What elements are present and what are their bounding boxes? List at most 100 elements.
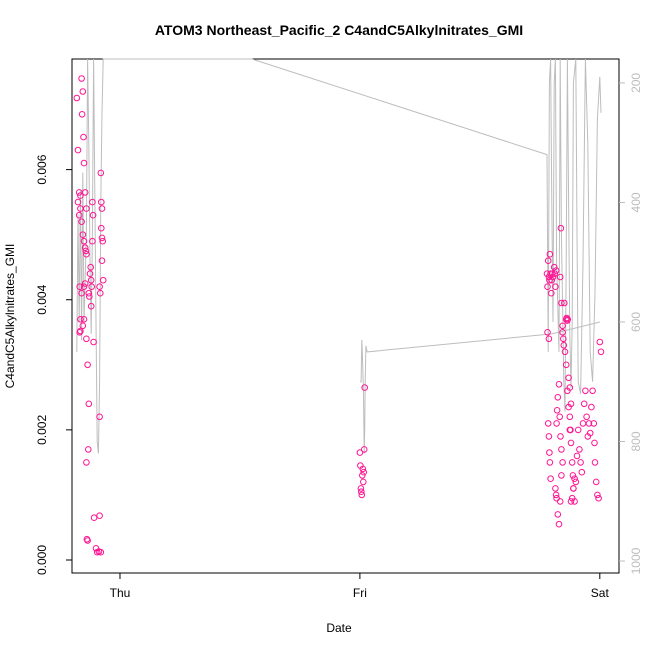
- data-point-158: [565, 374, 572, 382]
- y2-tick-label-3: 800: [629, 431, 643, 451]
- data-point-85: [549, 273, 557, 281]
- data-point-113: [557, 224, 565, 232]
- x-tick-label-1: Fri: [353, 586, 367, 600]
- data-point-124: [567, 439, 575, 447]
- data-point-61: [99, 237, 106, 245]
- data-point-150: [596, 338, 604, 346]
- data-point-36: [85, 289, 93, 297]
- data-point-82: [548, 289, 555, 297]
- data-point-155: [564, 316, 572, 323]
- data-point-57: [98, 198, 105, 206]
- data-point-117: [561, 299, 568, 307]
- data-point-97: [552, 485, 559, 492]
- data-point-40: [87, 276, 95, 284]
- data-point-83: [548, 276, 556, 284]
- data-point-94: [546, 449, 553, 456]
- data-point-47: [90, 514, 98, 522]
- data-point-86: [550, 263, 558, 271]
- data-point-23: [81, 280, 89, 287]
- data-point-153: [563, 314, 571, 322]
- data-point-3: [74, 198, 82, 206]
- data-point-100: [554, 511, 562, 518]
- data-point-80: [546, 250, 554, 258]
- data-point-101: [555, 520, 563, 528]
- data-point-102: [556, 498, 564, 505]
- data-point-56: [97, 169, 105, 177]
- data-point-66: [357, 485, 365, 492]
- data-point-35: [84, 537, 91, 544]
- data-point-111: [558, 446, 565, 453]
- data-point-4: [75, 211, 83, 219]
- data-point-53: [96, 413, 103, 421]
- data-point-87: [551, 270, 559, 278]
- data-point-89: [552, 267, 560, 274]
- data-point-30: [84, 361, 91, 369]
- data-point-73: [360, 446, 368, 453]
- data-point-126: [569, 472, 577, 479]
- data-point-95: [546, 459, 554, 466]
- y-tick-label-2: 0.004: [35, 284, 49, 314]
- data-point-72: [360, 468, 368, 476]
- axes-layer: Thu Fri Sat 0.000 0.002 0.004 0.006 200 400 600 80…: [35, 73, 643, 600]
- data-point-42: [87, 302, 95, 310]
- data-point-151: [597, 348, 605, 356]
- data-point-52: [96, 512, 103, 520]
- data-point-114: [558, 299, 565, 307]
- data-point-62: [98, 257, 106, 265]
- data-point-9: [80, 133, 87, 141]
- data-point-27: [79, 322, 87, 330]
- data-point-54: [96, 283, 103, 291]
- data-point-144: [590, 420, 598, 427]
- data-point-51: [97, 548, 105, 556]
- data-point-106: [553, 407, 561, 414]
- data-point-125: [568, 459, 576, 466]
- data-point-115: [559, 329, 566, 336]
- data-point-99: [553, 494, 560, 502]
- data-point-18: [81, 189, 89, 196]
- data-point-17: [83, 250, 90, 258]
- data-point-12: [78, 218, 85, 225]
- data-point-24: [77, 316, 84, 323]
- data-point-88: [552, 283, 559, 291]
- data-point-59: [98, 224, 105, 232]
- data-point-112: [556, 273, 564, 281]
- data-point-133: [577, 459, 584, 466]
- data-point-29: [83, 335, 90, 343]
- data-point-142: [588, 403, 595, 411]
- data-point-31: [85, 400, 93, 408]
- data-point-90: [544, 329, 551, 336]
- points-layer: [73, 75, 605, 556]
- data-point-135: [579, 420, 587, 427]
- data-point-156: [559, 322, 566, 330]
- data-point-140: [585, 420, 593, 427]
- data-point-69: [359, 472, 366, 479]
- data-point-134: [578, 468, 586, 476]
- x-axis-label: Date: [326, 621, 352, 635]
- data-point-20: [76, 283, 83, 291]
- data-point-74: [361, 384, 369, 391]
- data-point-43: [89, 198, 96, 206]
- pressure-layer: [76, 58, 602, 454]
- data-point-105: [553, 420, 560, 427]
- data-point-1: [74, 146, 82, 154]
- data-point-138: [583, 413, 590, 421]
- data-point-70: [359, 465, 367, 473]
- data-point-160: [567, 498, 575, 505]
- y2-tick-label-4: 1000: [629, 547, 643, 574]
- y2-tick-label-1: 400: [629, 192, 643, 212]
- data-point-137: [582, 387, 589, 395]
- data-point-10: [80, 159, 88, 167]
- data-point-96: [547, 475, 554, 483]
- data-point-118: [561, 348, 569, 356]
- data-point-15: [81, 244, 89, 251]
- data-point-143: [589, 387, 596, 395]
- data-point-21: [78, 289, 85, 297]
- data-point-5: [77, 192, 84, 199]
- data-point-131: [574, 426, 582, 434]
- data-point-132: [576, 446, 583, 453]
- data-point-104: [559, 459, 566, 466]
- y-tick-label-1: 0.002: [35, 415, 49, 445]
- data-point-14: [80, 237, 88, 245]
- data-point-64: [356, 449, 364, 456]
- data-point-136: [580, 400, 588, 408]
